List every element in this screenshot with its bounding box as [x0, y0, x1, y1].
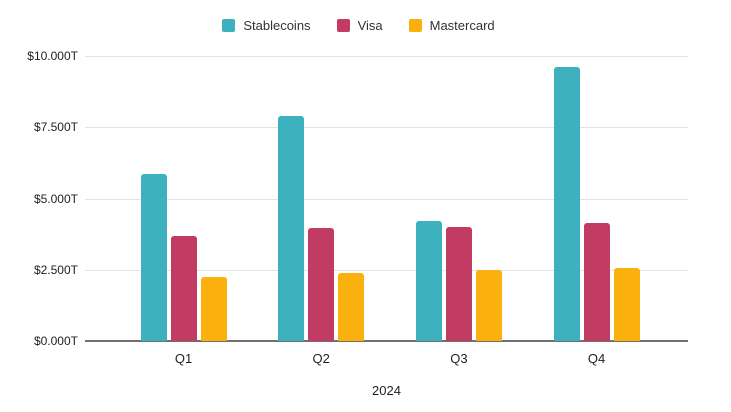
bar-stablecoins-q2	[278, 115, 305, 341]
bar-stablecoins-q1	[140, 174, 167, 341]
bar-group-q3	[415, 56, 502, 341]
y-tick-label: $7.500T	[33, 120, 78, 135]
gridline	[85, 269, 688, 271]
bar-group-q2	[278, 56, 365, 341]
legend-label-mastercard: Mastercard	[429, 18, 495, 33]
x-tick-label-q2: Q2	[312, 351, 330, 366]
bar-visa-q1	[170, 235, 197, 341]
bar-group-q1	[140, 56, 227, 341]
bar-mastercard-q1	[200, 276, 227, 341]
bar-stablecoins-q4	[553, 67, 580, 341]
bar-mastercard-q3	[475, 269, 502, 341]
gridline	[85, 127, 688, 129]
visa-swatch-icon	[336, 19, 350, 32]
bar-visa-q3	[445, 227, 472, 341]
legend-item-stablecoins: Stablecoins	[222, 18, 311, 33]
mastercard-swatch-icon	[408, 19, 422, 32]
legend: Stablecoins Visa Mastercard	[0, 19, 724, 32]
x-axis-line	[85, 340, 688, 342]
bar-stablecoins-q3	[415, 221, 442, 341]
bar-group-q4	[553, 56, 640, 341]
legend-item-mastercard: Mastercard	[408, 18, 495, 33]
x-tick-label-q4: Q4	[587, 351, 606, 366]
x-tick-label-q1: Q1	[174, 351, 193, 366]
legend-label-visa: Visa	[357, 18, 383, 33]
bar-visa-q4	[583, 222, 610, 341]
legend-item-visa: Visa	[336, 18, 383, 33]
x-tick-label-q3: Q3	[450, 351, 468, 366]
x-axis-title: 2024	[372, 383, 401, 398]
y-tick-label: $0.000T	[33, 334, 78, 348]
bar-mastercard-q2	[338, 272, 365, 341]
plot-area	[85, 56, 688, 342]
stablecoins-swatch-icon	[222, 19, 236, 32]
legend-label-stablecoins: Stablecoins	[243, 18, 311, 33]
y-tick-label: $5.000T	[33, 191, 78, 206]
y-tick-label: $2.500T	[33, 262, 78, 277]
gridline	[85, 198, 688, 200]
bar-mastercard-q4	[613, 268, 640, 341]
y-tick-label: $10.000T	[27, 49, 78, 63]
gridline	[85, 56, 688, 57]
bar-visa-q2	[308, 228, 335, 341]
